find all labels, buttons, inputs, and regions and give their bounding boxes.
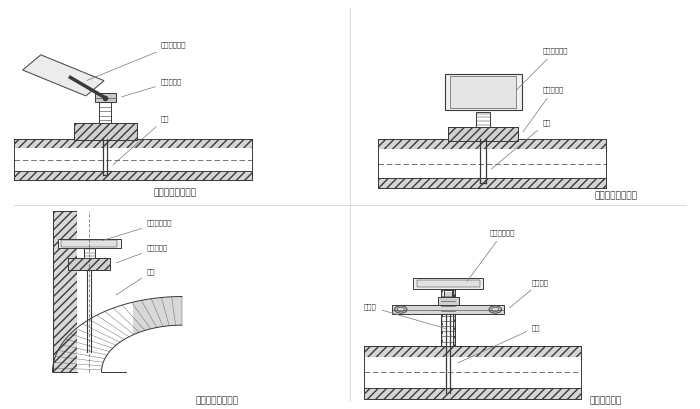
Text: 直形连接头: 直形连接头 xyxy=(122,79,182,97)
Bar xyxy=(52,211,77,372)
Text: 直形连接头: 直形连接头 xyxy=(116,244,168,263)
Bar xyxy=(452,288,455,346)
Text: 安装法兰: 安装法兰 xyxy=(510,279,549,308)
Bar xyxy=(444,290,452,297)
Bar xyxy=(378,139,606,149)
Bar xyxy=(444,74,522,110)
Bar xyxy=(52,211,77,372)
Text: 双金属温度计: 双金属温度计 xyxy=(102,220,172,240)
Text: 管道: 管道 xyxy=(491,119,551,169)
Bar xyxy=(364,357,581,388)
Bar xyxy=(452,288,455,346)
Bar xyxy=(14,139,252,148)
Circle shape xyxy=(398,308,405,312)
Bar xyxy=(102,211,126,372)
Bar xyxy=(448,127,518,141)
Bar xyxy=(413,278,483,289)
Bar xyxy=(14,139,252,180)
Bar xyxy=(441,288,444,346)
Bar xyxy=(444,288,452,346)
Bar xyxy=(14,171,252,180)
Text: 双金属温度计: 双金属温度计 xyxy=(517,48,568,90)
Bar xyxy=(449,76,517,108)
Bar xyxy=(57,239,120,248)
Bar xyxy=(441,288,444,346)
Bar xyxy=(364,388,581,399)
Bar xyxy=(416,280,480,287)
Text: 管道: 管道 xyxy=(116,269,155,295)
Circle shape xyxy=(395,306,407,313)
Bar xyxy=(14,148,252,171)
Bar xyxy=(77,211,133,372)
Bar xyxy=(69,258,111,270)
Bar xyxy=(364,346,581,357)
Polygon shape xyxy=(52,297,182,372)
Bar xyxy=(438,297,458,305)
Bar xyxy=(392,305,504,314)
Text: 管道: 管道 xyxy=(458,324,540,363)
Bar xyxy=(99,102,111,123)
Bar xyxy=(69,258,111,270)
Text: 双金属温度计: 双金属温度计 xyxy=(467,230,515,281)
Circle shape xyxy=(489,306,501,313)
Bar xyxy=(378,149,606,178)
Bar xyxy=(74,123,136,140)
Text: 双金属温度计: 双金属温度计 xyxy=(87,42,186,81)
Text: 直形连接头: 直形连接头 xyxy=(523,87,564,132)
Bar xyxy=(74,123,136,140)
Text: 垂直管道安装方法: 垂直管道安装方法 xyxy=(153,189,197,198)
Polygon shape xyxy=(23,55,104,96)
Bar xyxy=(84,248,95,258)
Bar xyxy=(364,346,581,399)
Text: 支撑管: 支撑管 xyxy=(364,303,445,328)
Circle shape xyxy=(491,308,498,312)
Bar xyxy=(441,288,455,346)
Bar xyxy=(448,127,518,141)
Bar xyxy=(476,112,490,127)
Bar xyxy=(102,211,126,372)
Text: 垂直管道安装方法: 垂直管道安装方法 xyxy=(594,192,638,201)
Text: 法兰安装方法: 法兰安装方法 xyxy=(589,396,622,405)
Bar xyxy=(378,178,606,188)
Text: 管道: 管道 xyxy=(113,115,169,165)
Polygon shape xyxy=(23,55,104,96)
Bar xyxy=(94,93,116,102)
Bar xyxy=(62,240,118,247)
Bar xyxy=(378,139,606,188)
Text: 弯曲管道安装方法: 弯曲管道安装方法 xyxy=(195,396,239,405)
